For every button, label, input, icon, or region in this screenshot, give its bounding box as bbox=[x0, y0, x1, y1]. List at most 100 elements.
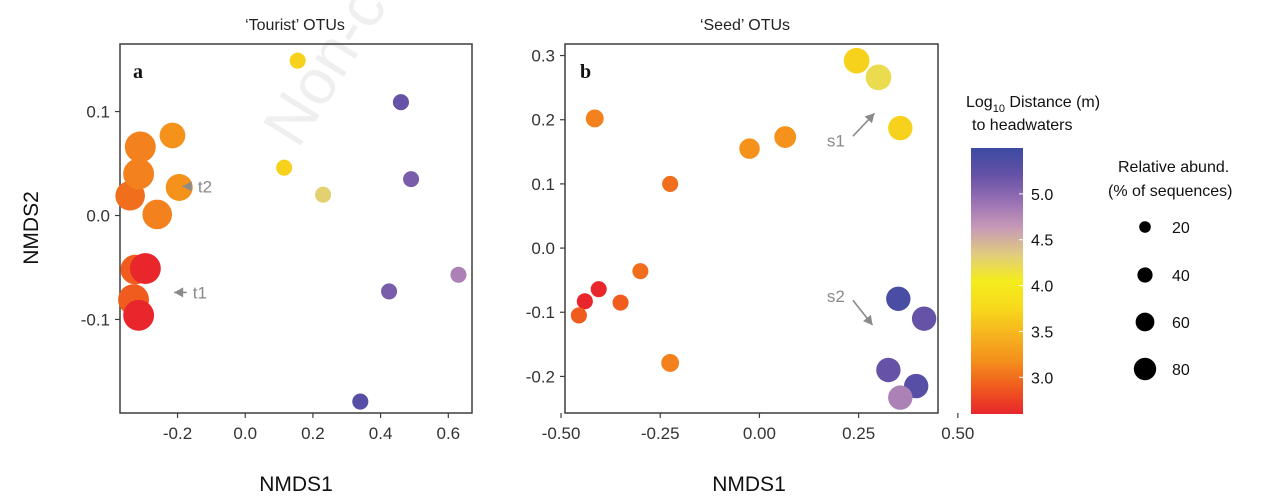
data-point bbox=[590, 281, 607, 298]
annotation-label: t1 bbox=[193, 283, 207, 302]
color-legend-title-line2: to headwaters bbox=[972, 117, 1073, 134]
panel-a-title: ‘Tourist’ OTUs bbox=[245, 17, 345, 34]
annotation-arrow-head bbox=[174, 287, 184, 298]
size-legend-label: 20 bbox=[1172, 220, 1190, 237]
panel-a-y-axis-title: NMDS2 bbox=[20, 191, 43, 265]
x-tick-label: 0.50 bbox=[941, 424, 974, 443]
x-tick-label: 0.25 bbox=[842, 424, 875, 443]
data-point bbox=[159, 122, 186, 149]
data-point bbox=[576, 293, 593, 310]
size-legend-entries: 20 40 60 80 bbox=[1133, 220, 1190, 381]
color-legend-title-sub: 10 bbox=[993, 103, 1005, 115]
data-point bbox=[142, 199, 173, 230]
y-tick-label: 0.0 bbox=[531, 239, 555, 258]
panel-a-annotations: t2 t1 bbox=[174, 177, 212, 302]
color-legend-title-post: Distance (m) bbox=[1005, 94, 1100, 111]
colorbar-tick-label: 4.0 bbox=[1031, 279, 1053, 296]
annotation-label: s1 bbox=[827, 131, 845, 150]
y-tick-label: 0.1 bbox=[531, 175, 555, 194]
data-point bbox=[124, 131, 156, 163]
data-point bbox=[403, 171, 420, 188]
panel-b-y-ticks: -0.2 -0.1 0.0 0.1 0.2 0.3 bbox=[526, 47, 565, 386]
data-point bbox=[843, 47, 870, 74]
data-point bbox=[381, 283, 398, 300]
color-legend-title: Log10 Distance (m) bbox=[966, 94, 1100, 115]
x-tick-label: -0.2 bbox=[163, 424, 192, 443]
size-legend-label: 60 bbox=[1172, 315, 1190, 332]
annotation-label: t2 bbox=[198, 177, 212, 196]
data-point bbox=[888, 115, 913, 141]
x-tick-label: 0.4 bbox=[369, 424, 393, 443]
size-legend-label: 80 bbox=[1172, 362, 1190, 379]
data-point bbox=[661, 353, 680, 372]
panel-b: ‘Seed’ OTUs -0.50 -0.25 0.00 0.25 0.50 -0.2-… bbox=[526, 17, 975, 496]
x-tick-label: 0.0 bbox=[233, 424, 257, 443]
data-point bbox=[315, 186, 332, 203]
y-tick-label: 0.2 bbox=[531, 111, 555, 130]
colorbar-tick-label: 4.5 bbox=[1031, 233, 1053, 250]
data-point bbox=[888, 385, 913, 410]
x-tick-label: -0.25 bbox=[641, 424, 680, 443]
data-point bbox=[865, 64, 892, 91]
panel-b-letter: b bbox=[580, 61, 591, 83]
panel-a-frame bbox=[119, 43, 473, 414]
x-tick-label: 0.6 bbox=[436, 424, 460, 443]
size-legend-dot bbox=[1137, 267, 1153, 283]
data-point bbox=[392, 94, 409, 111]
panel-b-title: ‘Seed’ OTUs bbox=[700, 17, 790, 34]
colorbar-tick-label: 3.0 bbox=[1031, 370, 1053, 387]
data-point bbox=[165, 173, 193, 201]
annotation-label: s2 bbox=[827, 287, 845, 306]
annotation-arrow-head bbox=[864, 113, 875, 124]
colorbar-ticks: 5.0 4.5 4.0 3.5 3.0 bbox=[1019, 187, 1053, 387]
data-point bbox=[612, 294, 629, 311]
data-point bbox=[123, 299, 155, 331]
data-point bbox=[876, 357, 901, 383]
data-point bbox=[450, 266, 467, 283]
colorbar bbox=[971, 148, 1023, 414]
data-point bbox=[739, 138, 760, 159]
data-point bbox=[352, 393, 369, 410]
panel-b-x-ticks: -0.50 -0.25 0.00 0.25 0.50 bbox=[542, 413, 974, 443]
panel-a-points bbox=[115, 52, 467, 410]
x-tick-label: 0.2 bbox=[301, 424, 325, 443]
size-legend-dot bbox=[1139, 221, 1151, 233]
panel-a: ‘Tourist’ OTUs -0.2 0.0 0.2 0.4 0.6 -0.1 0.0 0… bbox=[20, 17, 473, 496]
annotation-arrow-head bbox=[863, 314, 873, 326]
panel-b-points bbox=[570, 47, 937, 410]
data-point bbox=[632, 263, 649, 280]
data-point bbox=[276, 159, 293, 176]
size-legend-title-line2: (% of sequences) bbox=[1108, 183, 1233, 200]
y-tick-label: 0.0 bbox=[86, 207, 110, 226]
data-point bbox=[289, 52, 306, 69]
size-legend-title-line1: Relative abund. bbox=[1118, 159, 1229, 176]
data-point bbox=[585, 109, 604, 128]
colorbar-tick-label: 5.0 bbox=[1031, 187, 1053, 204]
data-point bbox=[662, 175, 679, 192]
y-tick-label: -0.1 bbox=[526, 303, 555, 322]
data-point bbox=[129, 253, 161, 284]
panel-b-x-axis-title: NMDS1 bbox=[712, 473, 786, 496]
data-point bbox=[570, 307, 587, 324]
data-point bbox=[886, 286, 911, 311]
size-legend-dot bbox=[1135, 312, 1155, 332]
size-legend: Relative abund. (% of sequences) 20 40 60 8… bbox=[1108, 159, 1233, 381]
y-tick-label: 0.3 bbox=[531, 47, 555, 66]
panel-a-x-ticks: -0.2 0.0 0.2 0.4 0.6 bbox=[163, 413, 460, 443]
y-tick-label: -0.1 bbox=[81, 310, 110, 329]
color-legend: Log10 Distance (m) to headwaters 5.0 4.5 4… bbox=[966, 94, 1100, 414]
x-tick-label: 0.00 bbox=[743, 424, 776, 443]
color-legend-title-pre: Log bbox=[966, 94, 993, 111]
colorbar-tick-label: 3.5 bbox=[1031, 324, 1053, 341]
data-point bbox=[123, 158, 155, 190]
size-legend-dot bbox=[1133, 357, 1157, 381]
y-tick-label: 0.1 bbox=[86, 103, 110, 122]
panel-a-letter: a bbox=[133, 61, 143, 83]
y-tick-label: -0.2 bbox=[526, 367, 555, 386]
x-tick-label: -0.50 bbox=[542, 424, 581, 443]
data-point bbox=[911, 306, 937, 331]
data-point bbox=[774, 126, 797, 148]
panel-a-x-axis-title: NMDS1 bbox=[259, 473, 333, 496]
panel-a-y-ticks: -0.1 0.0 0.1 bbox=[81, 103, 120, 329]
